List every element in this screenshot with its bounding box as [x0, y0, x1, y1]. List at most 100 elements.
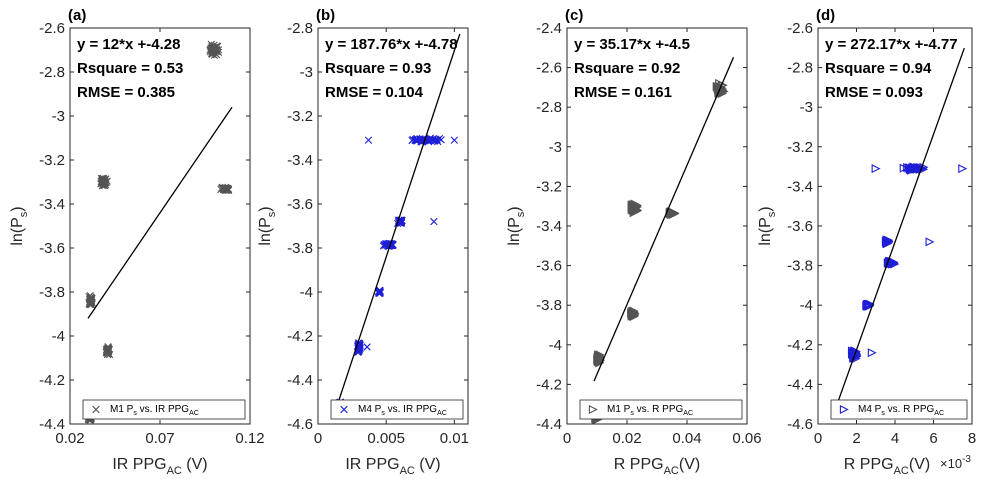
fit-annotation: y = 272.17*x +-4.77	[825, 36, 958, 53]
y-tick-label: -4.4	[787, 376, 813, 393]
panel-letter: (a)	[68, 7, 86, 24]
data-point	[376, 289, 384, 297]
data-points	[591, 78, 729, 425]
legend: M4 Ps vs. IR PPGAC	[330, 399, 464, 420]
y-tick-label: -3.8	[787, 258, 813, 275]
y-tick-label: -3.6	[787, 218, 813, 235]
y-tick-label: -2.4	[536, 20, 562, 37]
y-tick-label: -4.4	[39, 416, 65, 433]
fit-annotation: Rsquare = 0.53	[77, 60, 183, 77]
y-tick-label: -4.2	[536, 376, 562, 393]
y-tick-label: -3.4	[287, 152, 313, 169]
x-axis-label: R PPGAC(V)	[614, 456, 700, 477]
data-point	[667, 207, 677, 217]
fit-annotation: RMSE = 0.093	[825, 84, 923, 101]
data-point	[104, 343, 112, 351]
y-tick-label: -2.6	[536, 60, 562, 77]
legend-box	[330, 399, 464, 420]
data-points	[831, 162, 968, 413]
data-point	[100, 178, 108, 186]
y-tick-label: -4.6	[787, 416, 813, 433]
panel-a: -4.4 -4.2 -4 -3.8 -3.6 -3.4 -3.2 -3 -2.8 -2.6 0.02…	[9, 7, 265, 477]
data-point	[910, 164, 920, 174]
y-axis-label: ln(Ps)	[757, 206, 778, 245]
legend-box	[82, 399, 246, 420]
x-tick-label: 0	[814, 430, 822, 447]
x-tick-label: 0.07	[145, 430, 174, 447]
y-tick-label: -3	[300, 64, 313, 81]
y-tick-label: -3.8	[39, 284, 65, 301]
y-tick-label: -3.6	[287, 196, 313, 213]
y-tick-label: -4	[549, 337, 562, 354]
legend-label: M1 Ps vs. R PPGAC	[607, 404, 693, 417]
data-point	[210, 51, 219, 60]
x-tick-label: 0.01	[440, 430, 469, 447]
panel-letter: (b)	[316, 7, 335, 24]
fit-annotation: y = 35.17*x +-4.5	[574, 36, 690, 53]
y-tick-label: -2.8	[39, 64, 65, 81]
y-axis-label: ln(Ps)	[506, 206, 527, 245]
x-axis-label: IR PPGAC (V)	[112, 456, 207, 477]
x-axis-label: IR PPGAC (V)	[345, 456, 440, 477]
y-tick-label: -4.4	[536, 416, 562, 433]
y-tick-label: -3.8	[536, 297, 562, 314]
fit-annotation: Rsquare = 0.94	[825, 60, 932, 77]
y-tick-label: -2.6	[39, 20, 65, 37]
panel-c: -4.4 -4.2 -4 -3.8 -3.6 -3.4 -3.2 -3 -2.8 -2.6 -2.4…	[506, 7, 762, 477]
y-tick-label: -4	[300, 284, 313, 301]
data-point	[594, 354, 604, 364]
y-tick-label: -3.2	[39, 152, 65, 169]
data-point	[914, 163, 924, 173]
y-tick-label: -4.2	[39, 372, 65, 389]
x-tick-label: 4	[891, 430, 899, 447]
panel-b: -4.6 -4.4 -4.2 -4 -3.8 -3.6 -3.4 -3.2 -3 -2.8 0 0.0…	[257, 7, 469, 477]
data-point	[430, 217, 438, 226]
data-point	[627, 310, 637, 320]
x-tick-label: 6	[929, 430, 937, 447]
fit-line	[87, 106, 233, 319]
fit-line	[834, 47, 965, 410]
legend: M1 Ps vs. IR PPGAC	[82, 399, 246, 420]
fit-line	[593, 57, 735, 382]
x-tick-label: 2	[852, 430, 860, 447]
x-tick-label: 0.02	[612, 430, 641, 447]
data-point	[87, 300, 95, 308]
x-tick-label: 0	[314, 430, 322, 447]
y-tick-label: -3	[52, 108, 65, 125]
data-point	[363, 343, 371, 351]
data-point	[595, 351, 605, 361]
data-point	[885, 259, 895, 268]
y-tick-label: -3.4	[536, 218, 562, 235]
data-point	[630, 207, 640, 217]
panel-d: -4.6 -4.4 -4.2 -4 -3.8 -3.6 -3.4 -3.2 -3 -2.8 -2.6…	[757, 7, 976, 477]
y-tick-label: -3.2	[536, 178, 562, 195]
legend-marker	[92, 405, 100, 414]
legend-label: M4 Ps vs. IR PPGAC	[358, 404, 447, 417]
y-axis-label: ln(Ps)	[257, 206, 278, 245]
x-axis-label: R PPGAC(V)	[844, 456, 930, 477]
y-tick-label: -4.2	[287, 328, 313, 345]
x-multiplier: ×10-3	[940, 454, 971, 471]
data-point	[208, 45, 216, 54]
y-tick-label: -2.8	[536, 99, 562, 116]
legend-marker	[839, 405, 849, 414]
plot-frame	[317, 27, 469, 425]
y-tick-label: -4	[52, 328, 65, 345]
data-point	[630, 202, 640, 212]
data-point	[221, 185, 229, 194]
y-tick-label: -4.2	[787, 337, 813, 354]
y-tick-label: -3.6	[536, 258, 562, 275]
x-tick-label: 0	[563, 430, 571, 447]
legend-label: M4 Ps vs. R PPGAC	[858, 404, 944, 417]
data-point	[899, 163, 909, 173]
y-tick-label: -4	[800, 297, 813, 314]
data-point	[871, 164, 881, 174]
legend-box	[579, 399, 743, 420]
y-tick-label: -3	[549, 139, 562, 156]
data-point	[925, 237, 935, 247]
panel-letter: (c)	[565, 7, 583, 24]
x-tick-label: 0.06	[732, 430, 761, 447]
data-point	[450, 136, 459, 144]
legend: M1 Ps vs. R PPGAC	[579, 399, 743, 420]
y-tick-label: -2.8	[787, 60, 813, 77]
